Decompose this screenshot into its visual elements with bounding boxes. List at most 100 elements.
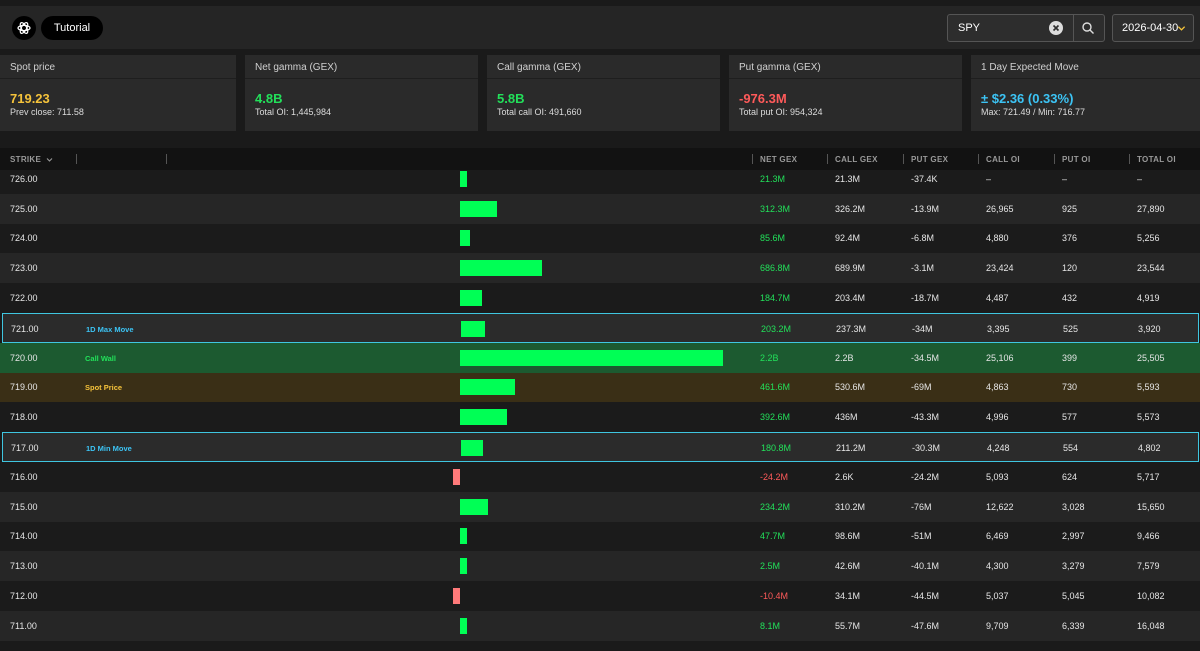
card-title: Spot price: [0, 55, 236, 79]
strike-cell: 720.00: [10, 352, 38, 363]
call-oi-cell: 3,395: [987, 323, 1010, 334]
table-row[interactable]: 711.00 8.1M 55.7M -47.6M 9,709 6,339 16,048: [0, 611, 1200, 641]
call-gex-cell: 237.3M: [836, 323, 867, 334]
put-oi-cell: 432: [1062, 293, 1078, 304]
positive-gex-bar: [460, 170, 467, 187]
net-cell: -24.2M: [760, 471, 789, 482]
put-oi-cell: 730: [1062, 382, 1078, 393]
call-gex-cell: 42.6M: [835, 561, 861, 572]
positive-gex-bar: [460, 290, 483, 307]
column-divider: [752, 154, 753, 164]
table-row[interactable]: 726.00 21.3M 21.3M -37.4K – – –: [0, 170, 1200, 194]
put-oi-cell: –: [1062, 173, 1068, 184]
expiry-date-select[interactable]: 2026-04-30: [1112, 14, 1194, 42]
table-row[interactable]: 721.00 1D Max Move 203.2M 237.3M -34M 3,395 52…: [2, 313, 1199, 343]
ticker-search-input[interactable]: [948, 15, 1058, 41]
table-row[interactable]: 712.00 -10.4M 34.1M -44.5M 5,037 5,045 10,082: [0, 581, 1200, 611]
table-row[interactable]: 719.00 Spot Price 461.6M 530.6M -69M 4,863 730…: [0, 372, 1200, 403]
expiry-date-value: 2026-04-30: [1122, 22, 1179, 34]
total-oi-cell: 10,082: [1137, 591, 1165, 602]
put-gex-column-header[interactable]: PUT GEX: [911, 155, 949, 164]
total-oi-column-header[interactable]: TOTAL OI: [1137, 155, 1176, 164]
column-divider: [978, 154, 979, 164]
column-divider: [903, 154, 904, 164]
put-gex-cell: -43.3M: [911, 412, 940, 423]
put-gex-cell: -40.1M: [911, 561, 940, 572]
app-logo[interactable]: [12, 16, 36, 40]
table-row[interactable]: 714.00 47.7M 98.6M -51M 6,469 2,997 9,466: [0, 521, 1200, 552]
card-subtext: Total call OI: 491,660: [497, 107, 582, 117]
table-row[interactable]: 720.00 Call Wall 2.2B 2.2B -34.5M 25,106 399 25…: [0, 342, 1200, 373]
net-cell: 21.3M: [760, 173, 786, 184]
strike-cell: 711.00: [10, 620, 37, 631]
put-oi-column-header[interactable]: PUT OI: [1062, 155, 1091, 164]
net-cell: 392.6M: [760, 412, 791, 423]
positive-gex-bar: [460, 260, 543, 277]
put-oi-cell: 399: [1062, 352, 1078, 363]
card-value: -976.3M: [739, 91, 787, 106]
strike-cell: 723.00: [10, 263, 38, 274]
call-oi-cell: 4,880: [986, 233, 1009, 244]
net-gamma-card: Net gamma (GEX) 4.8B Total OI: 1,445,984: [245, 55, 478, 131]
net-gex-column-header[interactable]: NET GEX: [760, 155, 798, 164]
table-row[interactable]: 722.00 184.7M 203.4M -18.7M 4,487 432 4,919: [0, 283, 1200, 313]
strike-cell: 717.00: [11, 443, 39, 454]
net-cell: 461.6M: [760, 382, 791, 393]
call-oi-cell: 4,248: [987, 443, 1010, 454]
table-row[interactable]: 715.00 234.2M 310.2M -76M 12,622 3,028 15,650: [0, 491, 1200, 522]
positive-gex-bar: [460, 379, 516, 396]
table-row[interactable]: 713.00 2.5M 42.6M -40.1M 4,300 3,279 7,579: [0, 551, 1200, 582]
call-gex-cell: 55.7M: [835, 620, 861, 631]
call-oi-cell: –: [986, 173, 992, 184]
search-divider: [1073, 15, 1074, 41]
call-oi-cell: 4,996: [986, 412, 1009, 423]
negative-gex-bar: [453, 468, 460, 485]
table-row[interactable]: 716.00 -24.2M 2.6K -24.2M 5,093 624 5,717: [0, 462, 1200, 492]
put-gamma-card: Put gamma (GEX) -976.3M Total put OI: 95…: [729, 55, 962, 131]
strike-column-header[interactable]: STRIKE: [10, 155, 53, 164]
put-oi-cell: 5,045: [1062, 591, 1085, 602]
net-cell: 234.2M: [760, 501, 791, 512]
put-gex-cell: -34M: [912, 323, 933, 334]
call-gex-cell: 2.2B: [835, 352, 854, 363]
column-divider: [166, 154, 167, 164]
call-oi-cell: 4,487: [986, 293, 1009, 304]
total-oi-cell: 27,890: [1137, 203, 1165, 214]
strike-cell: 714.00: [10, 531, 38, 542]
put-gex-cell: -69M: [911, 382, 932, 393]
card-value: ± $2.36 (0.33%): [981, 91, 1074, 106]
column-divider: [1054, 154, 1055, 164]
positive-gex-bar: [461, 320, 486, 337]
search-icon[interactable]: [1081, 21, 1095, 35]
card-subtext: Max: 721.49 / Min: 716.77: [981, 107, 1086, 117]
column-divider: [1129, 154, 1130, 164]
strike-cell: 715.00: [10, 501, 38, 512]
table-row[interactable]: 717.00 1D Min Move 180.8M 211.2M -30.3M 4,248…: [2, 432, 1199, 462]
table-row[interactable]: 725.00 312.3M 326.2M -13.9M 26,965 925 27,890: [0, 193, 1200, 224]
table-row[interactable]: 724.00 85.6M 92.4M -6.8M 4,880 376 5,256: [0, 223, 1200, 254]
put-gex-cell: -24.2M: [911, 471, 940, 482]
total-oi-cell: 3,920: [1138, 323, 1161, 334]
total-oi-cell: 4,919: [1137, 293, 1160, 304]
table-row[interactable]: 723.00 686.8M 689.9M -3.1M 23,424 120 23,544: [0, 253, 1200, 284]
card-subtext: Total OI: 1,445,984: [255, 107, 332, 117]
card-title: Call gamma (GEX): [487, 55, 720, 79]
call-oi-column-header[interactable]: CALL OI: [986, 155, 1020, 164]
card-value: 5.8B: [497, 91, 525, 106]
net-cell: 203.2M: [761, 323, 792, 334]
net-cell: 85.6M: [760, 233, 786, 244]
call-oi-cell: 4,863: [986, 382, 1009, 393]
put-oi-cell: 376: [1062, 233, 1078, 244]
card-title: Put gamma (GEX): [729, 55, 962, 79]
call-oi-cell: 6,469: [986, 531, 1009, 542]
tutorial-button[interactable]: Tutorial: [41, 16, 103, 40]
call-oi-cell: 9,709: [986, 620, 1009, 631]
level-tag: Call Wall: [85, 353, 116, 363]
strike-cell: 716.00: [10, 471, 38, 482]
call-oi-cell: 12,622: [986, 501, 1014, 512]
table-row[interactable]: 718.00 392.6M 436M -43.3M 4,996 577 5,573: [0, 402, 1200, 433]
clear-icon[interactable]: [1049, 21, 1063, 35]
total-oi-cell: 9,466: [1137, 531, 1160, 542]
gex-table-body: 726.00 21.3M 21.3M -37.4K – – – 725.00 312.3M 326…: [0, 170, 1200, 651]
call-gex-column-header[interactable]: CALL GEX: [835, 155, 878, 164]
